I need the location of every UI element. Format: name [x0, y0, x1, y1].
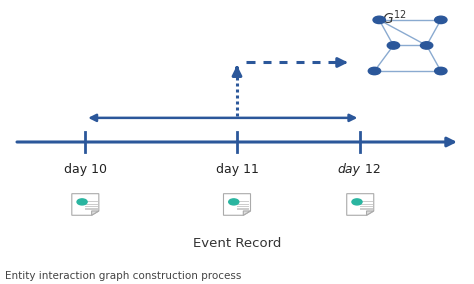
- Text: $G^{12}$: $G^{12}$: [382, 9, 407, 27]
- Text: 12: 12: [361, 163, 381, 176]
- Text: day 11: day 11: [216, 163, 258, 176]
- Text: Entity interaction graph construction process: Entity interaction graph construction pr…: [5, 271, 241, 281]
- Text: Event Record: Event Record: [193, 237, 281, 250]
- Circle shape: [368, 67, 381, 75]
- Circle shape: [387, 42, 400, 49]
- Circle shape: [77, 199, 87, 205]
- Polygon shape: [224, 194, 250, 215]
- Polygon shape: [366, 211, 374, 215]
- Circle shape: [229, 199, 239, 205]
- Circle shape: [420, 42, 433, 49]
- Polygon shape: [91, 211, 99, 215]
- Circle shape: [373, 16, 385, 24]
- Text: day: day: [337, 163, 360, 176]
- Polygon shape: [346, 194, 374, 215]
- Circle shape: [352, 199, 362, 205]
- Polygon shape: [72, 194, 99, 215]
- Circle shape: [435, 16, 447, 24]
- Polygon shape: [243, 211, 250, 215]
- Circle shape: [435, 67, 447, 75]
- Text: day 10: day 10: [64, 163, 107, 176]
